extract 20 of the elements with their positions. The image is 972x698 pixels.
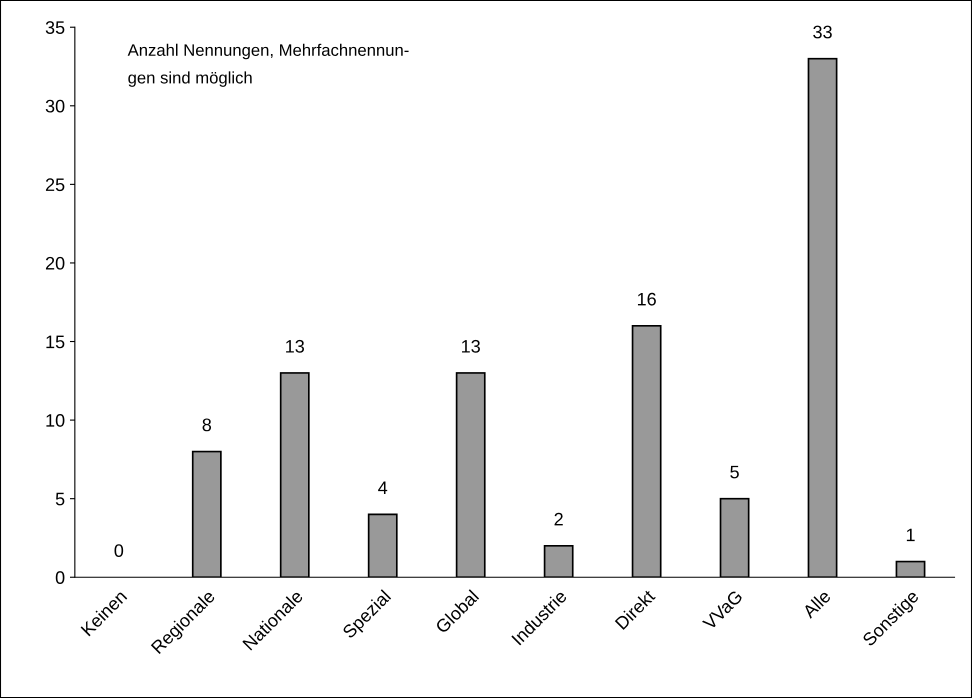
data-label: 13 — [462, 340, 480, 353]
y-tick-label: 30 — [46, 100, 64, 113]
y-tick-label: 20 — [46, 256, 64, 270]
y-tick-label: 10 — [46, 414, 64, 427]
y-tick-label: 35 — [46, 21, 64, 34]
data-label: 13 — [286, 340, 304, 353]
y-tick-label: 5 — [56, 492, 64, 506]
data-label: 1 — [906, 528, 915, 542]
annotation: Anzahl Nennungen, Mehrfachnennun- gen sind möglich — [128, 44, 409, 87]
y-tick-label: 25 — [46, 178, 64, 192]
data-label: 4 — [378, 482, 388, 494]
y-tick-label: 15 — [46, 336, 64, 348]
x-tick-label: Alle — [801, 588, 832, 619]
data-label: 33 — [813, 26, 832, 38]
data-label: 8 — [202, 418, 212, 432]
data-label: 0 — [114, 544, 124, 558]
data-label: 16 — [638, 292, 656, 306]
y-tick-label: 0 — [56, 571, 64, 584]
data-label: 2 — [554, 512, 563, 526]
data-label: 5 — [730, 466, 739, 478]
